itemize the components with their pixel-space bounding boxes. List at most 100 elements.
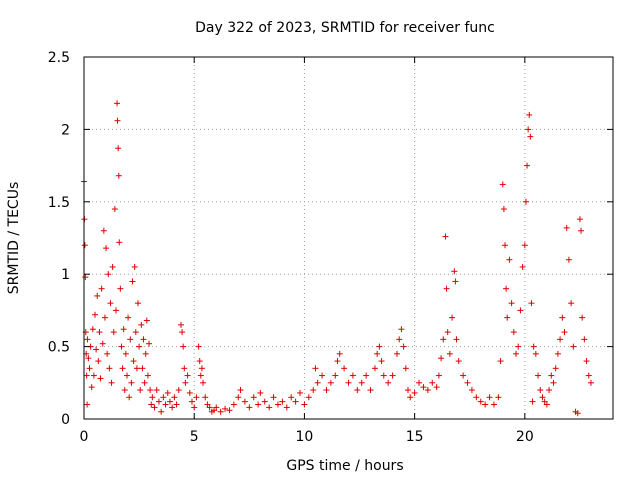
data-point	[515, 343, 522, 350]
y-tick-label: 1.5	[48, 195, 70, 211]
data-point	[114, 117, 121, 124]
data-point	[119, 365, 126, 372]
data-point	[123, 372, 130, 379]
data-point	[565, 256, 572, 263]
data-point	[147, 387, 154, 394]
data-point	[532, 350, 539, 357]
data-point	[95, 358, 102, 365]
data-point	[349, 372, 356, 379]
data-point	[576, 216, 583, 223]
data-point	[266, 404, 273, 411]
data-point	[548, 372, 555, 379]
data-point	[570, 343, 577, 350]
y-tick-label: 0	[61, 412, 70, 428]
data-point	[341, 365, 348, 372]
data-point	[81, 242, 88, 249]
data-point	[376, 343, 383, 350]
data-point	[455, 358, 462, 365]
data-point	[363, 372, 370, 379]
data-point	[118, 343, 125, 350]
data-point	[345, 379, 352, 386]
data-point	[126, 394, 133, 401]
data-point	[85, 355, 92, 362]
x-axis-label: GPS time / hours	[286, 458, 403, 474]
y-tick-label: 2.5	[48, 50, 70, 66]
data-point	[539, 394, 546, 401]
data-point	[497, 358, 504, 365]
data-point	[198, 365, 205, 372]
data-point	[522, 198, 529, 205]
data-point	[443, 285, 450, 292]
data-point	[139, 365, 146, 372]
data-point	[587, 379, 594, 386]
data-point	[107, 300, 114, 307]
data-point	[86, 365, 93, 372]
data-point	[133, 365, 140, 372]
x-tick-label: 10	[296, 429, 314, 445]
data-point	[186, 389, 193, 396]
data-point	[158, 408, 165, 415]
data-point	[537, 387, 544, 394]
data-point	[116, 239, 123, 246]
data-point	[435, 372, 442, 379]
data-point	[503, 285, 510, 292]
data-point	[336, 350, 343, 357]
data-point	[283, 404, 290, 411]
data-point	[197, 372, 204, 379]
data-point	[279, 398, 286, 405]
data-point	[180, 343, 187, 350]
data-point	[193, 394, 200, 401]
data-point	[230, 401, 237, 408]
data-point	[495, 394, 502, 401]
data-point	[527, 133, 534, 140]
data-point	[500, 206, 507, 213]
data-point	[526, 111, 533, 118]
data-point	[237, 387, 244, 394]
data-point	[402, 365, 409, 372]
data-point	[513, 350, 520, 357]
data-point	[508, 300, 515, 307]
data-point	[504, 314, 511, 321]
data-point	[473, 394, 480, 401]
data-point	[131, 263, 138, 270]
data-point	[261, 398, 268, 405]
data-point	[400, 343, 407, 350]
data-point	[135, 300, 142, 307]
data-point	[561, 329, 568, 336]
data-point	[579, 314, 586, 321]
data-point	[528, 300, 535, 307]
data-point	[568, 300, 575, 307]
data-point	[327, 379, 334, 386]
data-point	[535, 372, 542, 379]
data-point	[100, 227, 107, 234]
x-tick-label: 5	[190, 429, 199, 445]
data-point	[202, 394, 209, 401]
data-point	[554, 350, 561, 357]
data-point	[305, 394, 312, 401]
data-point	[213, 404, 220, 411]
data-point	[241, 398, 248, 405]
data-point	[546, 387, 553, 394]
data-point	[90, 372, 97, 379]
data-point	[115, 172, 122, 179]
data-point	[130, 358, 137, 365]
data-point	[127, 336, 134, 343]
data-point	[274, 401, 281, 408]
data-point	[137, 387, 144, 394]
data-point	[429, 379, 436, 386]
data-point	[171, 394, 178, 401]
data-point	[125, 314, 132, 321]
data-point	[141, 379, 148, 386]
data-point	[88, 384, 95, 391]
data-point	[169, 404, 176, 411]
data-point	[380, 372, 387, 379]
data-point	[146, 340, 153, 347]
data-point	[557, 336, 564, 343]
data-point	[438, 355, 445, 362]
data-point	[398, 326, 405, 333]
data-point	[140, 336, 147, 343]
data-point	[477, 398, 484, 405]
data-point	[206, 404, 213, 411]
data-point	[517, 307, 524, 314]
x-tick-label: 0	[80, 429, 89, 445]
